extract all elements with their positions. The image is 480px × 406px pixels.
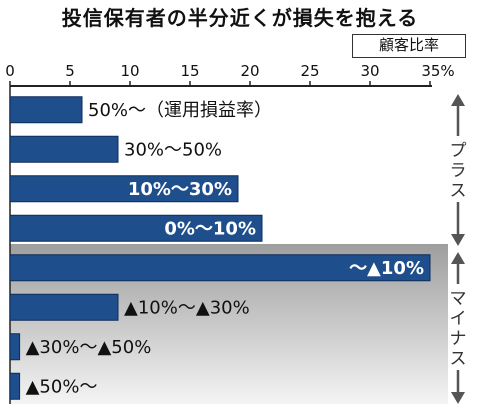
x-tick-label: 20 bbox=[240, 62, 259, 80]
bar-category-label: 30%〜50% bbox=[124, 139, 222, 160]
bar-category-label: ▲30%〜▲50% bbox=[26, 337, 152, 358]
group-label: マイナス bbox=[450, 289, 467, 369]
bar bbox=[9, 175, 239, 203]
bar bbox=[9, 372, 21, 400]
x-tick-label: 10 bbox=[120, 62, 139, 80]
group-arrow-up-head bbox=[451, 94, 465, 106]
bar bbox=[9, 135, 119, 163]
legend-label: 顧客比率 bbox=[352, 34, 466, 58]
bar-category-label: ▲50%〜 bbox=[26, 376, 98, 397]
chart-title: 投信保有者の半分近くが損失を抱える bbox=[61, 6, 419, 30]
bar-category-label: 0%〜10% bbox=[164, 218, 256, 239]
bar bbox=[9, 293, 119, 321]
bar bbox=[9, 214, 263, 242]
x-tick-label: 35% bbox=[421, 62, 454, 80]
bar bbox=[9, 254, 431, 282]
x-tick-label: 0 bbox=[5, 62, 15, 80]
group-label: プラス bbox=[450, 141, 467, 201]
group-arrow-down-head bbox=[451, 392, 465, 404]
x-tick-label: 25 bbox=[300, 62, 319, 80]
bar-category-label: 50%〜（運用損益率） bbox=[88, 100, 272, 121]
bar-category-label: 10%〜30% bbox=[128, 179, 232, 200]
x-tick-label: 15 bbox=[180, 62, 199, 80]
bar bbox=[9, 96, 83, 124]
bar-category-label: ▲10%〜▲30% bbox=[124, 297, 250, 318]
group-arrow-up-head bbox=[451, 252, 465, 264]
bar-category-label: 〜▲10% bbox=[349, 258, 424, 279]
group-arrow-down-head bbox=[451, 234, 465, 246]
bar bbox=[9, 333, 21, 361]
x-tick-label: 30 bbox=[360, 62, 379, 80]
x-tick-label: 5 bbox=[65, 62, 75, 80]
